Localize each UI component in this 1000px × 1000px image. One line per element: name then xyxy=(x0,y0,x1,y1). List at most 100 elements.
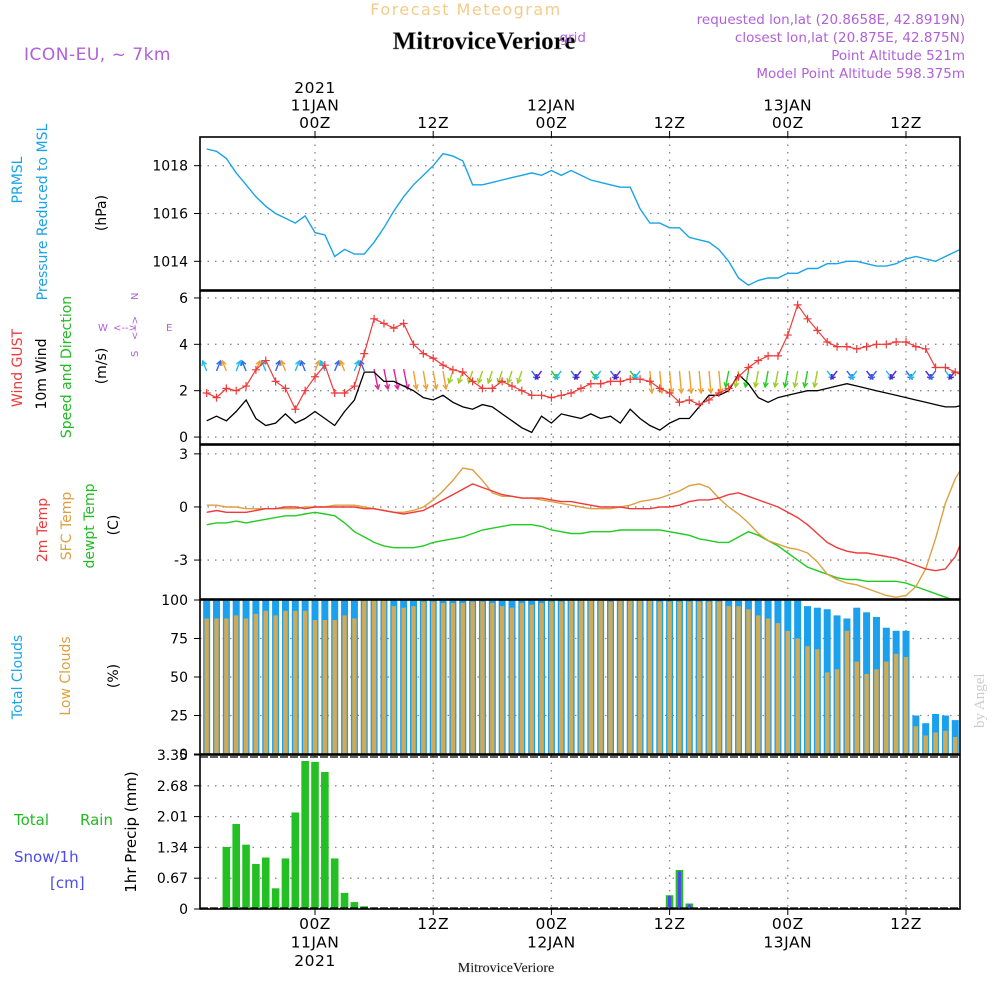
wind-arrow xyxy=(339,360,346,372)
gust-marker xyxy=(991,373,999,381)
gust-marker xyxy=(872,340,881,349)
pressure-label-prmsl: PRMSL xyxy=(10,156,26,203)
wind-arrow-head xyxy=(374,383,381,391)
gust-marker xyxy=(527,391,536,400)
snow-bar xyxy=(687,904,691,909)
wind-arrow xyxy=(989,371,995,379)
wind-arrow xyxy=(613,370,621,380)
rain-bar xyxy=(311,761,319,909)
temp-label-dew: dewpt Temp xyxy=(82,483,98,568)
wind-arrow xyxy=(793,370,799,388)
gust-marker xyxy=(517,386,526,395)
low-cloud-bar xyxy=(618,600,623,754)
wind-arrow xyxy=(221,360,227,372)
wind-arrow-head xyxy=(782,382,789,389)
gust-marker xyxy=(557,391,566,400)
low-cloud-bar xyxy=(470,601,475,754)
compass-e: E xyxy=(166,323,172,334)
low-cloud-bar xyxy=(825,672,830,754)
panel-border xyxy=(199,599,961,755)
rain-bar xyxy=(261,857,270,909)
y-tick-label: 3.35 xyxy=(157,748,188,764)
wind-arrow-head xyxy=(967,374,972,379)
wind-arrow-head xyxy=(255,359,262,367)
wind-arrow-head xyxy=(908,373,915,381)
dewpoint-line xyxy=(206,511,953,599)
gust-marker xyxy=(744,363,753,372)
low-cloud-bar xyxy=(973,731,977,754)
y-tick-label: 2.68 xyxy=(157,779,188,795)
y-tick-label: 0 xyxy=(179,500,188,516)
low-cloud-bar xyxy=(706,601,712,754)
gust-marker xyxy=(892,338,901,346)
wind-arrow-head xyxy=(299,359,306,367)
gust-marker xyxy=(961,373,969,381)
wind-arrow xyxy=(280,360,287,372)
y-tick-label: 25 xyxy=(170,709,188,725)
low-cloud-bar xyxy=(677,601,682,754)
wind-arrow xyxy=(393,368,399,390)
low-cloud-bar xyxy=(568,600,574,754)
wind-arrow-head xyxy=(240,359,247,367)
panel-bg xyxy=(200,445,960,599)
gust-marker xyxy=(567,389,576,397)
wind-arrow-head xyxy=(989,374,994,379)
low-cloud-bar xyxy=(854,661,859,754)
y-tick-label: 1.34 xyxy=(157,840,188,856)
wind-arrow xyxy=(353,360,360,372)
wind-arrow-head xyxy=(314,359,321,367)
wind-arrow xyxy=(830,370,838,380)
panel-bg xyxy=(200,137,960,290)
wind-arrow-head xyxy=(802,382,809,389)
wind-arrow xyxy=(764,370,769,388)
bottom-time-label: 2021 xyxy=(294,952,335,970)
gust-marker xyxy=(202,389,211,397)
gust-marker xyxy=(340,389,349,397)
low-cloud-bar xyxy=(943,730,948,754)
gust-marker xyxy=(212,393,221,402)
y-tick-label: 6 xyxy=(179,291,188,307)
rain-bar xyxy=(291,812,300,909)
bottom-time-label: 12Z xyxy=(654,915,686,933)
wind-arrow-head xyxy=(280,359,286,367)
wind-arrow xyxy=(698,370,702,394)
low-cloud-bar xyxy=(273,615,278,754)
wind-label-10m: 10m Wind xyxy=(34,338,50,409)
low-cloud-bar xyxy=(362,600,367,754)
low-cloud-bar xyxy=(874,669,879,754)
low-cloud-bar xyxy=(844,630,850,754)
low-cloud-bar xyxy=(234,615,239,754)
wind-arrow xyxy=(850,370,858,380)
top-time-label: 00Z xyxy=(535,114,567,132)
rain-bar xyxy=(271,888,280,909)
gust-marker xyxy=(921,344,930,353)
precip-label-rain: Rain xyxy=(80,811,113,829)
wind-arrow-head xyxy=(889,373,895,381)
supertitle: Forecast Meteogram xyxy=(370,0,561,19)
low-cloud-bar xyxy=(381,600,387,754)
gust-marker xyxy=(429,354,438,363)
gust-marker xyxy=(823,338,832,346)
bottom-time-label: 12JAN xyxy=(527,934,576,952)
precip-label-total: Total xyxy=(13,811,49,829)
gust-marker xyxy=(981,373,989,381)
credit: by Angel xyxy=(972,673,988,728)
snow-bar xyxy=(677,871,682,909)
wind-arrow xyxy=(274,360,281,372)
wind-arrow xyxy=(668,370,673,394)
panel-border xyxy=(199,136,961,291)
wind-arrow-head xyxy=(707,388,714,395)
low-cloud-bar xyxy=(440,603,446,754)
gust-marker xyxy=(320,361,329,370)
rain-bar xyxy=(350,902,359,909)
low-cloud-bar xyxy=(224,618,229,754)
gust-marker xyxy=(695,400,704,409)
temp-label-2m: 2m Temp xyxy=(35,498,51,562)
rain-bar xyxy=(330,858,339,909)
wind-arrow xyxy=(909,370,917,380)
low-cloud-bar xyxy=(746,609,751,754)
y-tick-label: 1016 xyxy=(152,207,188,223)
wind-arrow xyxy=(241,360,247,372)
compass-s: S xyxy=(130,351,141,357)
